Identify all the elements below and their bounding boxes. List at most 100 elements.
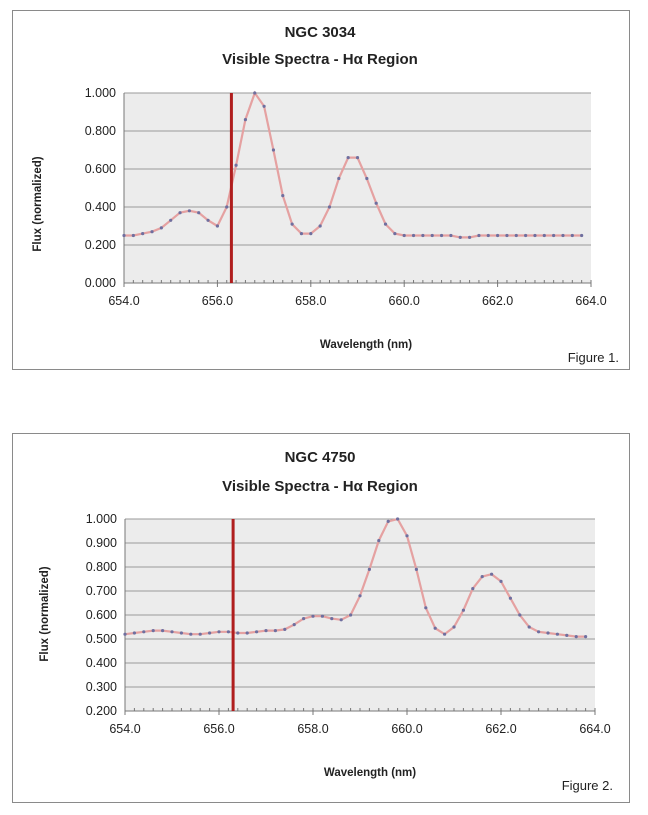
chart-2-xtick-label: 660.0 bbox=[391, 722, 422, 736]
chart-1-ytick-label: 0.400 bbox=[85, 200, 116, 214]
chart-1-data-point bbox=[290, 222, 294, 226]
chart-1-data-point bbox=[449, 233, 453, 238]
chart-1-xtick-label: 662.0 bbox=[482, 294, 513, 308]
chart-1-data-point bbox=[439, 233, 444, 238]
chart-2-data-point bbox=[367, 567, 371, 571]
chart-2-data-point bbox=[584, 635, 588, 639]
chart-2-data-point bbox=[132, 631, 136, 635]
chart-2-data-point bbox=[217, 630, 221, 634]
chart-1-data-point bbox=[178, 211, 182, 215]
chart-2-ytick-label: 0.200 bbox=[86, 704, 117, 718]
chart-2-data-point bbox=[179, 631, 183, 635]
chart-2-data-point bbox=[161, 629, 165, 633]
chart-1-data-point bbox=[234, 163, 238, 167]
chart-2-data-point bbox=[546, 631, 550, 635]
chart-2-data-point bbox=[264, 629, 268, 633]
chart-2-data-point bbox=[208, 631, 212, 635]
chart-2-data-point bbox=[377, 539, 381, 543]
chart-1-ylabel: Flux (normalized) bbox=[32, 156, 44, 251]
chart-1-data-point bbox=[570, 233, 574, 238]
chart-1-ytick-label: 0.800 bbox=[85, 124, 116, 138]
chart-2-data-point bbox=[320, 614, 324, 618]
chart-1-data-point bbox=[150, 230, 154, 234]
chart-2-data-point bbox=[574, 635, 578, 639]
chart-1-data-point bbox=[337, 176, 341, 181]
chart-1-data-point bbox=[243, 118, 248, 122]
chart-2-data-point bbox=[170, 630, 174, 634]
chart-2-ylabel: Flux (normalized) bbox=[39, 566, 51, 661]
chart-2-data-point bbox=[245, 631, 249, 635]
chart-1-ytick-label: 0.000 bbox=[85, 276, 116, 290]
chart-2-data-point bbox=[330, 617, 334, 621]
chart-1-data-point bbox=[421, 233, 425, 238]
chart-2-data-point bbox=[424, 606, 428, 610]
chart-1-data-point bbox=[271, 148, 276, 152]
chart-2-data-point bbox=[189, 632, 193, 636]
chart-2-subtitle: Visible Spectra - Hα Region bbox=[222, 478, 418, 495]
chart-1-data-point bbox=[365, 176, 369, 181]
chart-2-xlabel: Wavelength (nm) bbox=[324, 767, 416, 779]
chart-1-data-point bbox=[318, 224, 322, 228]
chart-1-plot-area bbox=[124, 93, 591, 283]
chart-2-data-point bbox=[142, 630, 146, 634]
chart-1-svg: NGC 3034 Visible Spectra - Hα Region Wav… bbox=[32, 24, 619, 365]
chart-1-data-point bbox=[262, 104, 266, 108]
chart-1-data-point bbox=[309, 232, 313, 236]
chart-2-data-point bbox=[527, 625, 531, 629]
chart-1-data-point bbox=[383, 222, 388, 226]
chart-2-svg: NGC 4750 Visible Spectra - Hα Region Wav… bbox=[39, 449, 613, 793]
chart-1-ytick-label: 0.600 bbox=[85, 162, 116, 176]
chart-1-data-point bbox=[486, 233, 490, 238]
chart-1-data-point bbox=[253, 91, 257, 95]
chart-1-data-point bbox=[580, 233, 584, 238]
chart-2-data-point bbox=[490, 572, 494, 576]
chart-2-data-point bbox=[236, 631, 240, 635]
chart-1-plot: 0.000 0.200 0.400 0.600 0.800 1.000 654.0 656.0… bbox=[85, 86, 607, 308]
chart-2-data-point bbox=[151, 629, 155, 633]
chart-1-data-point bbox=[225, 205, 229, 209]
chart-2-data-point bbox=[311, 614, 315, 618]
chart-2-ytick-label: 0.300 bbox=[86, 680, 117, 694]
chart-2-data-point bbox=[198, 632, 202, 636]
chart-2-data-point bbox=[283, 627, 287, 631]
chart-2-data-point bbox=[273, 629, 277, 633]
chart-1-data-point bbox=[131, 233, 135, 238]
chart-2-data-point bbox=[358, 594, 362, 598]
chart-1-subtitle: Visible Spectra - Hα Region bbox=[222, 51, 418, 68]
chart-2-xtick-label: 656.0 bbox=[203, 722, 234, 736]
chart-1-data-point bbox=[533, 233, 537, 238]
chart-1-data-point bbox=[393, 232, 397, 236]
chart-1-xlabel: Wavelength (nm) bbox=[320, 339, 412, 351]
chart-2-ytick-label: 0.500 bbox=[86, 632, 117, 646]
chart-2-data-point bbox=[414, 567, 418, 571]
chart-2-data-point bbox=[405, 534, 409, 538]
chart-1-data-point bbox=[215, 224, 219, 228]
chart-1-xtick-label: 656.0 bbox=[202, 294, 233, 308]
chart-1-xtick-label: 660.0 bbox=[389, 294, 420, 308]
chart-2-data-point bbox=[433, 626, 437, 630]
chart-1-ytick-label: 0.200 bbox=[85, 238, 116, 252]
chart-2-data-point bbox=[518, 613, 522, 617]
chart-1-data-point bbox=[505, 233, 509, 238]
chart-2-title: NGC 4750 bbox=[285, 449, 356, 466]
chart-1-xtick-label: 654.0 bbox=[108, 294, 139, 308]
chart-1-data-point bbox=[552, 233, 556, 238]
chart-1-xtick-label: 664.0 bbox=[575, 294, 606, 308]
chart-1-data-point bbox=[496, 233, 500, 238]
chart-1-data-point bbox=[327, 205, 332, 209]
chart-1-data-point bbox=[430, 233, 434, 238]
chart-1-data-point bbox=[206, 218, 210, 222]
chart-1-data-point bbox=[542, 233, 546, 238]
chart-2-ytick-label: 0.600 bbox=[86, 608, 117, 622]
chart-1-data-point bbox=[281, 194, 285, 198]
chart-2-xtick-label: 658.0 bbox=[297, 722, 328, 736]
chart-1-data-point bbox=[411, 233, 416, 238]
chart-2-data-point bbox=[452, 625, 456, 629]
chart-2-ytick-label: 1.000 bbox=[86, 512, 117, 526]
chart-2-ytick-label: 0.400 bbox=[86, 656, 117, 670]
chart-2-data-point bbox=[396, 517, 400, 521]
chart-1-title: NGC 3034 bbox=[285, 24, 357, 41]
chart-2-data-point bbox=[386, 519, 390, 523]
chart-2-data-point bbox=[555, 632, 560, 636]
chart-1-figure-label: Figure 1. bbox=[568, 350, 619, 365]
